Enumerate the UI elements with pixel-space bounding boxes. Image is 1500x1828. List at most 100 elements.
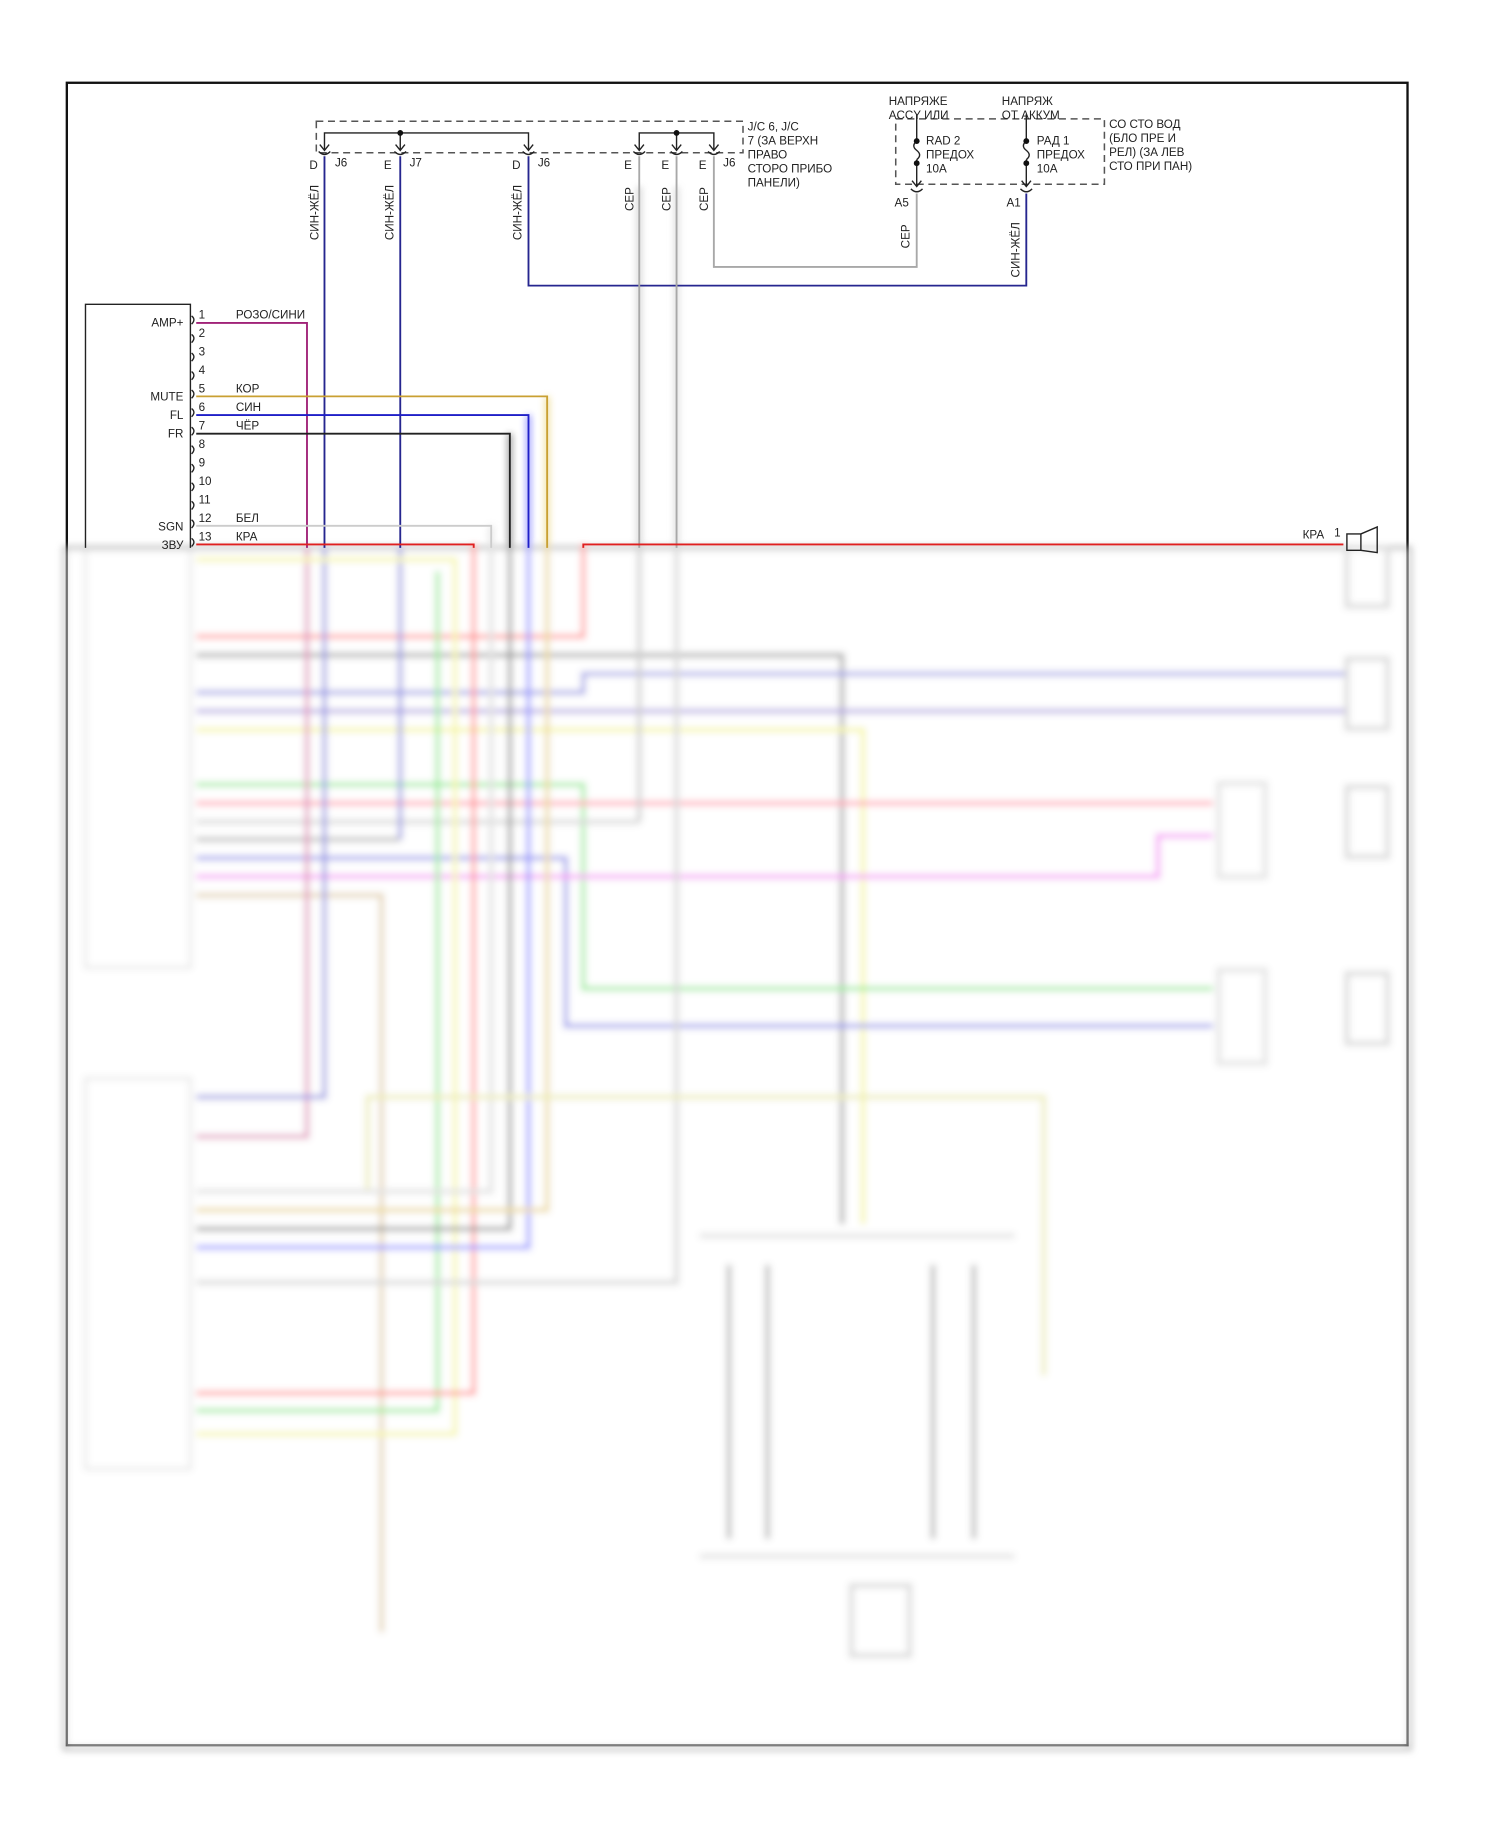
svg-text:ACCY ИЛИ: ACCY ИЛИ bbox=[889, 109, 949, 122]
pin-signal: ЗВУ bbox=[162, 539, 184, 552]
pin-signal: FR bbox=[168, 428, 184, 441]
pin-socket-icon bbox=[191, 445, 195, 455]
pin-socket-icon bbox=[191, 537, 195, 548]
pin-letter: E bbox=[384, 159, 392, 172]
wire-gray bbox=[712, 156, 918, 268]
svg-text:A5: A5 bbox=[895, 196, 909, 209]
svg-text:РЕЛ) (ЗА ЛЕВ: РЕЛ) (ЗА ЛЕВ bbox=[1109, 146, 1185, 159]
svg-text:ПРЕДОХ: ПРЕДОХ bbox=[1037, 149, 1085, 162]
fuse-icon bbox=[910, 114, 924, 193]
connector-pin: 13 ЗВУ КРА bbox=[162, 531, 258, 552]
pin-signal: SGN bbox=[158, 520, 183, 533]
svg-text:A1: A1 bbox=[1006, 196, 1020, 209]
svg-text:RAD 2: RAD 2 bbox=[926, 135, 960, 148]
wire-label: СИН-ЖЁЛ bbox=[512, 185, 525, 240]
junction-box: J/C 6, J/C 7 (ЗА ВЕРХН ПРАВО СТОРО ПРИБО… bbox=[309, 120, 833, 240]
connector-pin: 4 bbox=[191, 364, 206, 381]
svg-text:(БЛО ПРЕ И: (БЛО ПРЕ И bbox=[1109, 132, 1176, 145]
wire-label: СИН-ЖЁЛ bbox=[309, 185, 322, 240]
pin-letter: E bbox=[661, 159, 669, 172]
pin-socket-icon bbox=[191, 408, 195, 418]
pin-socket-icon bbox=[191, 463, 195, 473]
connector-pin: 8 bbox=[191, 438, 205, 455]
connector-pin: 7 FR ЧЁР bbox=[168, 419, 260, 440]
wire-label: СИН-ЖЁЛ bbox=[383, 185, 396, 240]
wire-red bbox=[196, 543, 475, 548]
pin-connector: J6 bbox=[538, 157, 550, 170]
pin-socket-icon bbox=[191, 482, 195, 492]
pin-signal: AMP+ bbox=[151, 316, 183, 329]
pin-number: 3 bbox=[199, 345, 205, 358]
svg-text:1: 1 bbox=[1334, 526, 1340, 539]
pin-number: 4 bbox=[199, 364, 206, 377]
pin-number: 13 bbox=[199, 531, 212, 544]
connector-pin: 5 MUTE КОР bbox=[150, 382, 259, 403]
wire-label: СЕР bbox=[698, 187, 711, 211]
connector-pin: 1 AMP+ РОЗО/СИНИ bbox=[151, 308, 305, 329]
pin-socket-icon bbox=[191, 352, 195, 362]
pin-number: 11 bbox=[199, 494, 211, 507]
fuse-icon bbox=[1019, 114, 1033, 193]
svg-text:J/C 6, J/C: J/C 6, J/C bbox=[748, 121, 799, 134]
svg-text:7 (ЗА ВЕРХН: 7 (ЗА ВЕРХН bbox=[748, 135, 819, 148]
connector-pin: 10 bbox=[191, 475, 212, 492]
pin-connector: J6 bbox=[723, 157, 735, 170]
pin-wire-color: СИН bbox=[236, 401, 261, 414]
pin-socket-icon bbox=[191, 519, 195, 529]
pin-letter: E bbox=[624, 159, 632, 172]
svg-text:ПРАВО: ПРАВО bbox=[748, 149, 788, 162]
svg-text:СО СТО ВОД: СО СТО ВОД bbox=[1109, 118, 1181, 131]
pin-letter: D bbox=[512, 159, 520, 172]
wire-white bbox=[196, 524, 493, 548]
svg-text:НАПРЯЖ: НАПРЯЖ bbox=[1002, 95, 1053, 108]
svg-text:10А: 10А bbox=[1037, 163, 1058, 176]
blurred-lower-section bbox=[62, 186, 1413, 1752]
pin-socket-icon bbox=[191, 500, 195, 510]
pin-socket-icon bbox=[191, 389, 195, 399]
pin-wire-color: РОЗО/СИНИ bbox=[236, 308, 305, 321]
pin-connector: J6 bbox=[335, 157, 347, 170]
pin-socket-icon bbox=[191, 370, 195, 381]
pin-signal: MUTE bbox=[150, 391, 183, 404]
pin-signal: FL bbox=[170, 409, 184, 422]
connector-pin: 9 bbox=[191, 457, 205, 473]
pin-number: 9 bbox=[199, 457, 205, 470]
junction-box-label: J/C 6, J/C 7 (ЗА ВЕРХН ПРАВО СТОРО ПРИБО… bbox=[748, 121, 833, 190]
pin-letter: E bbox=[699, 159, 707, 172]
fuse-box: НАПРЯЖЕ ACCY ИЛИ НАПРЯЖ ОТ АККУМ RAD 2 П… bbox=[889, 95, 1193, 278]
pin-wire-color: БЕЛ bbox=[236, 512, 259, 525]
wire-label: СЕР bbox=[661, 187, 674, 211]
radio-connector: 1 AMP+ РОЗО/СИНИ 2 3 4 5 MUTE КОР 6 FL СИН 7 FR ЧЁР 8 9 1… bbox=[84, 303, 305, 552]
speaker-icon: КРА 1 bbox=[1303, 525, 1378, 554]
pin-number: 10 bbox=[199, 475, 212, 488]
svg-text:ОТ АККУМ: ОТ АККУМ bbox=[1002, 109, 1060, 122]
pin-number: 5 bbox=[199, 382, 205, 395]
connector-pin: 12 SGN БЕЛ bbox=[158, 512, 259, 533]
pin-wire-color: КРА bbox=[236, 531, 258, 544]
wire-brown bbox=[196, 395, 549, 548]
svg-text:ПРЕДОХ: ПРЕДОХ bbox=[926, 149, 974, 162]
pin-wire-color: ЧЁР bbox=[236, 419, 260, 432]
svg-text:НАПРЯЖЕ: НАПРЯЖЕ bbox=[889, 95, 948, 108]
svg-text:РАД 1: РАД 1 bbox=[1037, 135, 1070, 148]
pin-number: 8 bbox=[199, 438, 205, 451]
pin-number: 2 bbox=[199, 327, 205, 340]
connector-pin: 6 FL СИН bbox=[170, 401, 261, 422]
connector-pin: 2 bbox=[191, 327, 205, 344]
pin-number: 12 bbox=[199, 512, 212, 525]
wire-blue-yellow bbox=[527, 156, 1028, 287]
svg-text:ПАНЕЛИ): ПАНЕЛИ) bbox=[748, 177, 800, 190]
pin-number: 1 bbox=[199, 308, 205, 321]
pin-number: 7 bbox=[199, 419, 205, 432]
pin-socket-icon bbox=[191, 315, 195, 325]
pin-connector: J7 bbox=[410, 157, 422, 170]
svg-text:СТО ПРИ ПАН): СТО ПРИ ПАН) bbox=[1109, 160, 1192, 173]
wire-black bbox=[196, 432, 511, 548]
wire-label: СЕР bbox=[623, 187, 636, 211]
svg-text:КРА: КРА bbox=[1303, 529, 1325, 542]
wire-blue bbox=[196, 414, 530, 548]
wire-pink-blue bbox=[196, 321, 308, 548]
wires bbox=[196, 156, 1344, 548]
connector-pin: 3 bbox=[191, 345, 205, 362]
